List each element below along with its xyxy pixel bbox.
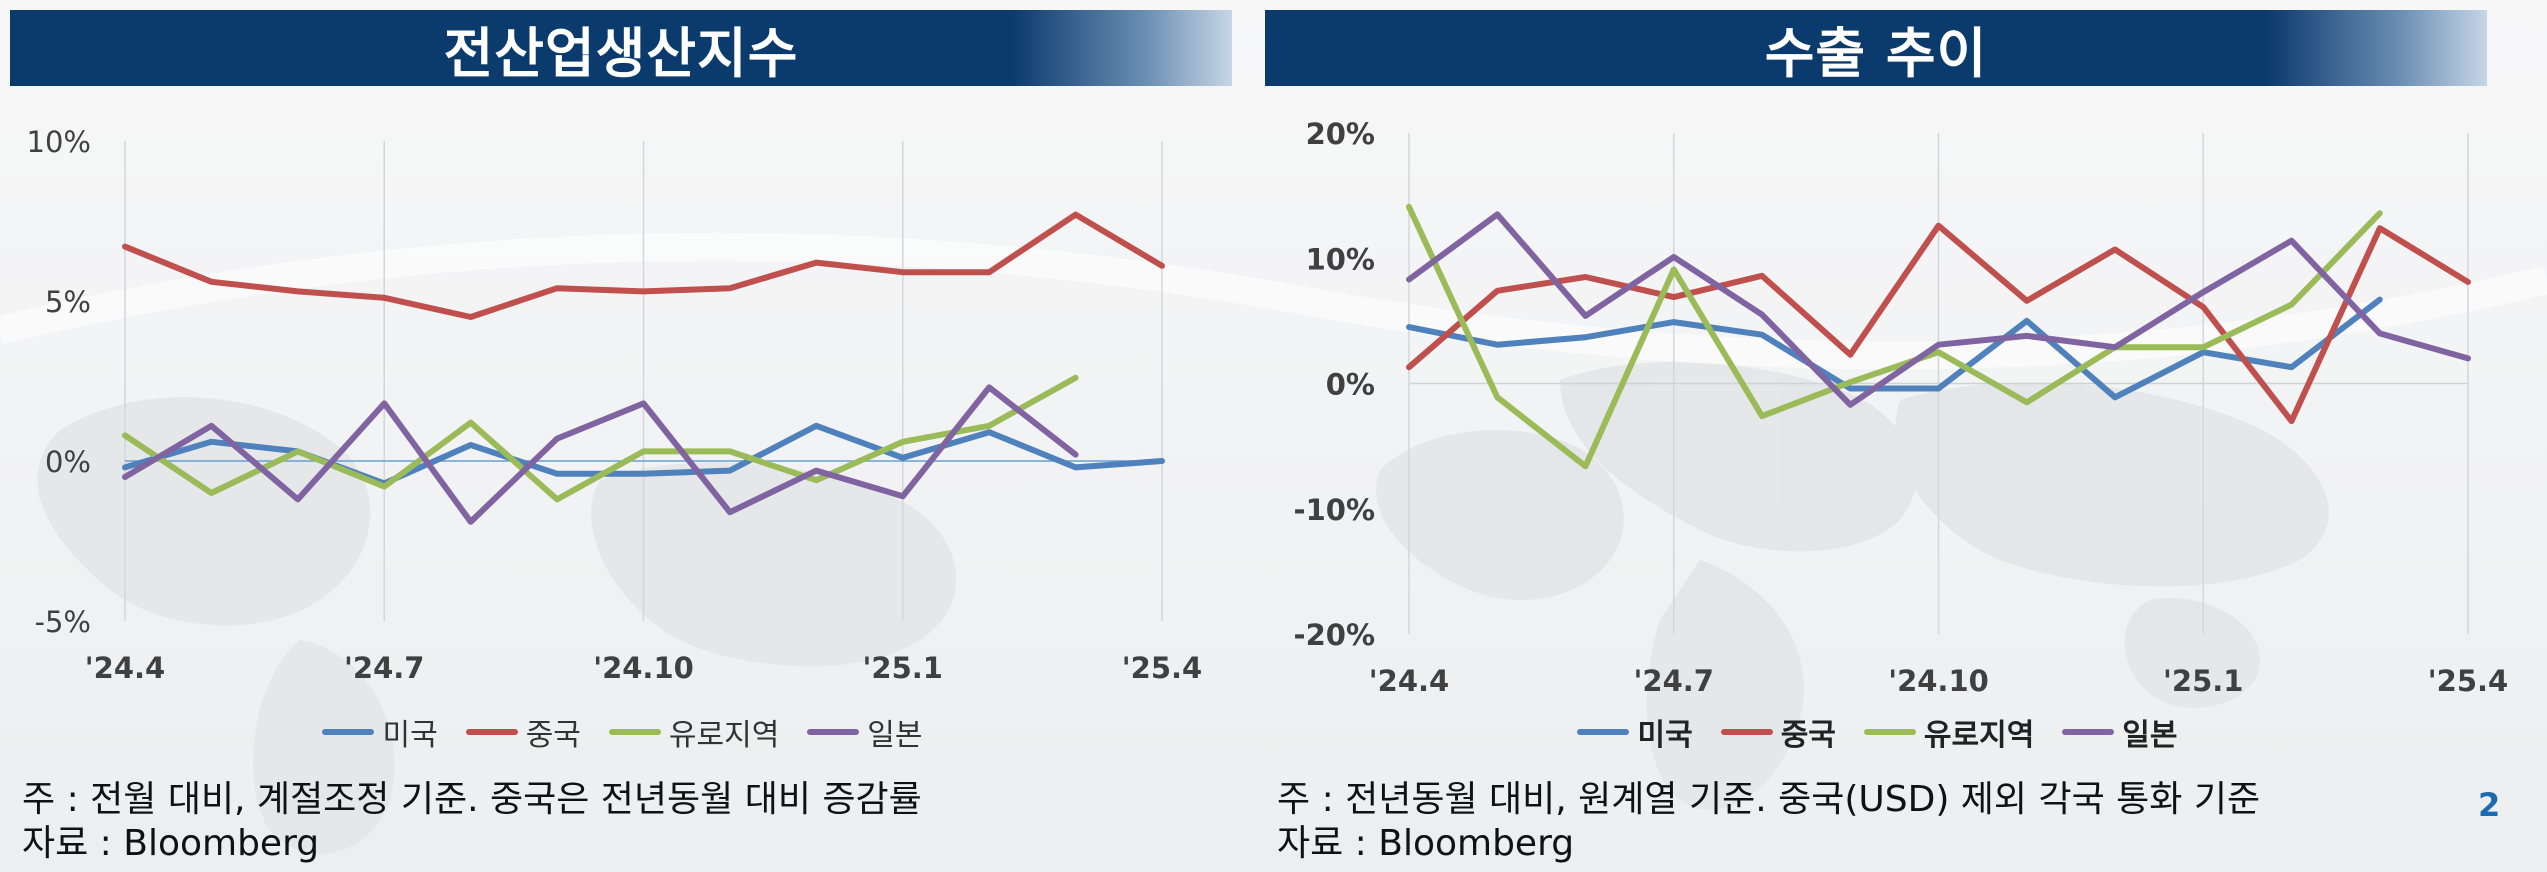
legend-item-us: 미국	[1577, 710, 1693, 754]
legend-label-china: 중국	[1780, 718, 1836, 753]
x-tick-label: '25.1	[2163, 664, 2243, 698]
legend-item-euro: 유로지역	[608, 710, 780, 754]
x-tick-label: '24.4	[1369, 664, 1449, 698]
x-tick-label: '24.7	[344, 651, 424, 685]
y-tick-label: -20%	[1294, 618, 1375, 652]
x-tick-label: '25.4	[2428, 664, 2508, 698]
legend-swatch-china	[1720, 729, 1773, 735]
y-tick-label: -10%	[1294, 493, 1375, 527]
legend-item-japan: 일본	[807, 710, 923, 754]
chart-note: 주 : 전년동월 대비, 원계열 기준. 중국(USD) 제외 각국 통화 기준…	[1277, 778, 2477, 866]
series-line-euro	[122, 374, 1079, 503]
industrial-production-panel: 전산업생산지수 10% 5% 0% -5% '24.4 '24.7 '24.10 '25.1 '…	[10, 0, 1235, 872]
legend-swatch-japan	[2062, 729, 2115, 735]
industrial-production-chart: 10% 5% 0% -5% '24.4 '24.7 '24.10 '25.1 '25.4	[27, 125, 1203, 685]
y-tick-label: -5%	[35, 605, 91, 639]
series-line-euro	[1406, 203, 2383, 470]
chart-title-bar: 전산업생산지수	[10, 10, 1232, 86]
chart-title: 수출 추이	[1764, 21, 1988, 85]
legend-swatch-japan	[807, 729, 860, 735]
legend-label-euro: 유로지역	[1923, 718, 2035, 753]
chart-note: 주 : 전월 대비, 계절조정 기준. 중국은 전년동월 대비 증감률 자료 :…	[22, 778, 1222, 866]
source-line: 자료 : Bloomberg	[1277, 823, 1575, 864]
legend-label-japan: 일본	[867, 718, 923, 753]
x-tick-label: '24.7	[1634, 664, 1714, 698]
legend-item-japan: 일본	[2062, 710, 2178, 754]
legend-swatch-euro	[1863, 729, 1916, 735]
source-line: 자료 : Bloomberg	[22, 823, 320, 864]
series-line-china	[1406, 222, 2471, 425]
exports-chart: 20% 10% 0% -10% -20% '24.4 '24.7 '24.10 '25.1 '25…	[1294, 117, 2509, 698]
legend-label-japan: 일본	[2122, 718, 2178, 753]
legend-label-us: 미국	[382, 718, 438, 753]
exports-panel: 수출 추이 20% 10% 0% -10% -20% '24.4 '24.7 '24.10 '2…	[1265, 0, 2509, 872]
y-tick-label: 20%	[1306, 117, 1375, 151]
x-tick-label: '25.1	[863, 651, 943, 685]
legend-item-us: 미국	[322, 710, 438, 754]
legend-swatch-euro	[608, 729, 661, 735]
page-number: 2	[2478, 786, 2501, 824]
y-tick-label: 10%	[27, 125, 91, 159]
series-line-japan	[122, 384, 1079, 525]
legend-label-china: 중국	[525, 718, 581, 753]
y-tick-label: 0%	[45, 445, 91, 479]
y-tick-label: 0%	[1326, 368, 1375, 402]
series-line-us	[1406, 296, 2383, 401]
legend-item-china: 중국	[465, 710, 581, 754]
legend-item-euro: 유로지역	[1863, 710, 2035, 754]
chart-legend: 미국 중국 유로지역 일본	[1265, 710, 2490, 754]
x-tick-label: '24.4	[85, 651, 165, 685]
chart-title-bar: 수출 추이	[1265, 10, 2487, 86]
chart-title: 전산업생산지수	[443, 21, 799, 85]
legend-swatch-china	[465, 729, 518, 735]
legend-label-us: 미국	[1637, 718, 1693, 753]
series-line-japan	[1406, 211, 2471, 408]
legend-item-china: 중국	[1720, 710, 1836, 754]
note-line: 주 : 전년동월 대비, 원계열 기준. 중국(USD) 제외 각국 통화 기준	[1277, 779, 2261, 820]
legend-swatch-us	[1577, 729, 1630, 735]
x-tick-label: '24.10	[1888, 664, 1989, 698]
x-tick-label: '25.4	[1122, 651, 1202, 685]
y-tick-label: 10%	[1306, 242, 1375, 276]
x-tick-label: '24.10	[593, 651, 694, 685]
y-tick-label: 5%	[45, 285, 91, 319]
chart-legend: 미국 중국 유로지역 일본	[10, 710, 1235, 754]
note-line: 주 : 전월 대비, 계절조정 기준. 중국은 전년동월 대비 증감률	[22, 779, 922, 820]
legend-swatch-us	[322, 729, 375, 735]
legend-label-euro: 유로지역	[668, 718, 780, 753]
series-line-china	[122, 211, 1165, 320]
